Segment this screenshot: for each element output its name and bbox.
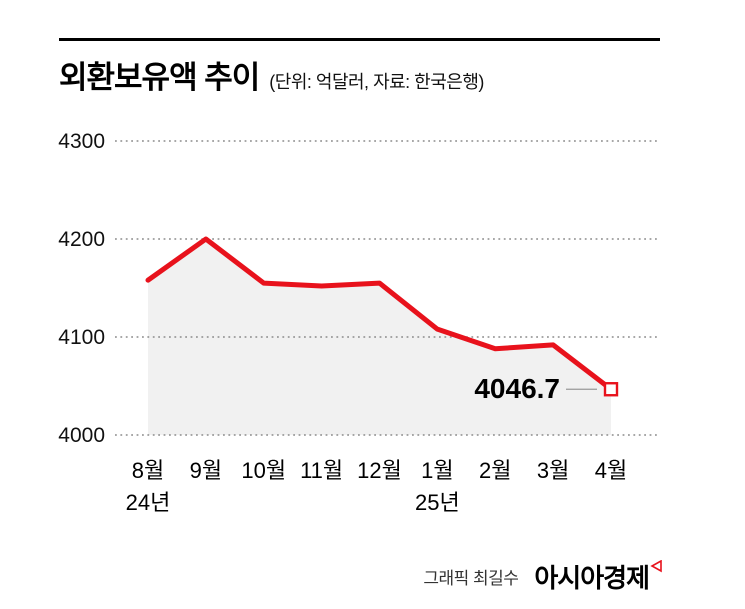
publisher-logo: 아시아경제 <box>534 558 663 595</box>
x-tick-label: 11월 <box>300 458 343 483</box>
area-fill <box>148 239 611 435</box>
x-tick-label: 1월 <box>421 458 453 483</box>
top-rule <box>59 38 660 41</box>
publisher-flag-icon <box>650 560 662 573</box>
graphic-credit: 그래픽 최길수 <box>423 569 519 588</box>
x-tick-label: 8월 <box>132 458 164 483</box>
last-point-marker <box>603 382 619 397</box>
x-tick-label: 10월 <box>241 458 286 483</box>
last-value-label: 4046.7 <box>474 373 560 404</box>
x-tick-label: 2월 <box>479 458 511 483</box>
x-tick-label: 9월 <box>190 458 222 483</box>
x-tick-label: 3월 <box>537 458 569 483</box>
unit-source-subtitle: (단위: 억달러, 자료: 한국은행) <box>269 72 484 92</box>
title-row: 외환보유액 추이 (단위: 억달러, 자료: 한국은행) <box>59 52 484 97</box>
y-tick-label: 4000 <box>58 424 105 447</box>
y-tick-label: 4200 <box>58 228 105 251</box>
year-label: 25년 <box>415 490 460 515</box>
x-tick-label: 4월 <box>595 458 627 483</box>
publisher-logo-text: 아시아경제 <box>534 563 650 593</box>
y-tick-label: 4300 <box>58 130 105 153</box>
page-title: 외환보유액 추이 <box>59 60 260 95</box>
x-tick-label: 12월 <box>357 458 402 483</box>
y-tick-label: 4100 <box>58 326 105 349</box>
trend-line <box>145 236 614 392</box>
footer: 그래픽 최길수 아시아경제 <box>423 558 663 595</box>
year-label: 24년 <box>126 490 171 515</box>
